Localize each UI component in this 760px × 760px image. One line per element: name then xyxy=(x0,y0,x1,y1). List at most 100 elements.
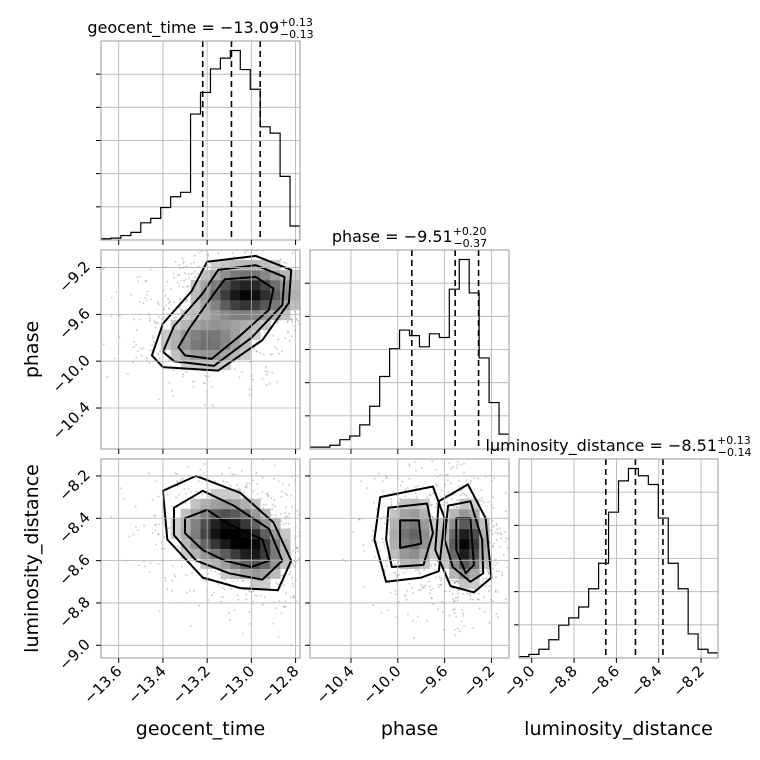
sample-point xyxy=(149,268,152,271)
sample-point xyxy=(456,460,459,463)
density-cell xyxy=(220,259,231,271)
sample-point xyxy=(238,376,241,379)
density-cell xyxy=(220,538,231,550)
sample-point xyxy=(253,594,256,597)
sample-point xyxy=(486,568,489,571)
xtick-label-phase: −9.6 xyxy=(413,662,451,700)
sample-point xyxy=(265,384,268,387)
density-cell xyxy=(469,578,480,589)
density-cell xyxy=(230,279,241,291)
sample-point xyxy=(307,555,309,557)
sample-point xyxy=(149,561,152,564)
sample-point xyxy=(259,497,262,500)
sample-point xyxy=(477,598,480,601)
density-cell xyxy=(270,299,281,311)
density-cell xyxy=(210,508,221,520)
sample-point xyxy=(463,493,466,496)
sample-point xyxy=(295,546,298,549)
sample-point xyxy=(255,350,258,353)
sample-point xyxy=(331,359,333,361)
sample-point xyxy=(492,496,495,499)
density-cell xyxy=(429,538,440,550)
sample-point xyxy=(133,318,136,321)
sample-point xyxy=(185,265,188,268)
hist-title-luminosity_distance: luminosity_distance = −8.51+0.13 −0.14 xyxy=(486,434,752,459)
sample-point xyxy=(434,568,437,571)
hist-panel-luminosity_distance: luminosity_distance = −8.51+0.13 −0.14 xyxy=(486,434,752,663)
sample-point xyxy=(96,334,98,336)
sample-point xyxy=(505,491,508,494)
sample-point xyxy=(495,569,498,572)
sample-point xyxy=(190,262,193,265)
sample-point xyxy=(163,535,166,538)
density-cell xyxy=(240,279,251,291)
sample-point xyxy=(397,573,400,576)
density-cell xyxy=(449,518,460,530)
sample-point xyxy=(176,545,179,548)
sample-point xyxy=(446,479,449,482)
density-cell xyxy=(270,528,281,540)
sample-point xyxy=(139,347,142,350)
sample-point xyxy=(465,479,468,482)
sample-point xyxy=(292,585,295,588)
sample-point xyxy=(371,539,374,542)
sample-point xyxy=(428,445,430,447)
sample-point xyxy=(256,483,259,486)
sample-point xyxy=(281,482,284,485)
sample-point xyxy=(203,404,206,407)
sample-point xyxy=(168,358,171,361)
density-cell xyxy=(240,269,251,281)
sample-point xyxy=(237,598,240,601)
sample-point xyxy=(182,373,185,376)
sample-point xyxy=(505,537,508,540)
sample-point xyxy=(422,586,425,589)
sample-point xyxy=(387,456,389,458)
yaxis-label-luminosity_distance: luminosity_distance xyxy=(21,464,43,653)
sample-point xyxy=(493,524,496,527)
density-cell xyxy=(449,538,460,550)
sample-point xyxy=(132,533,135,536)
ytick-label-phase: −10.0 xyxy=(49,351,94,396)
xaxis-label-phase: phase xyxy=(381,718,438,740)
xtick-label-luminosity_distance: −8.8 xyxy=(542,662,580,700)
sample-point xyxy=(435,502,438,505)
density-cell xyxy=(240,299,251,311)
sample-point xyxy=(451,592,454,595)
sample-point xyxy=(401,480,404,483)
sample-point xyxy=(136,529,139,532)
sample-point xyxy=(182,285,185,288)
sample-point xyxy=(303,515,305,517)
panel-frame xyxy=(518,458,719,659)
title-upper: +0.13 xyxy=(279,16,313,29)
density-cell xyxy=(270,279,281,291)
sample-point xyxy=(453,582,456,585)
sample-point xyxy=(207,488,210,491)
sample-point xyxy=(175,496,178,499)
density-cell xyxy=(240,548,251,559)
sample-point xyxy=(291,321,294,324)
sample-point xyxy=(240,371,243,374)
sample-point xyxy=(213,591,216,594)
sample-point xyxy=(317,245,319,247)
sample-point xyxy=(248,611,251,614)
sample-point xyxy=(102,343,105,346)
density-cell xyxy=(230,259,241,271)
sample-point xyxy=(142,243,144,245)
sample-point xyxy=(274,505,277,508)
sample-point xyxy=(408,582,411,585)
sample-point xyxy=(491,525,494,528)
sample-point xyxy=(192,385,195,388)
sample-point xyxy=(195,490,198,493)
density-cell xyxy=(250,299,261,311)
sample-point xyxy=(397,502,400,505)
sample-point xyxy=(498,545,501,548)
sample-point xyxy=(481,450,483,452)
sample-point xyxy=(110,315,113,318)
density-cell xyxy=(409,538,420,550)
sample-point xyxy=(456,579,459,582)
sample-point xyxy=(185,370,188,373)
sample-point xyxy=(185,285,188,288)
density-cell xyxy=(270,289,281,301)
sample-point xyxy=(157,398,160,401)
sample-point xyxy=(135,329,138,332)
